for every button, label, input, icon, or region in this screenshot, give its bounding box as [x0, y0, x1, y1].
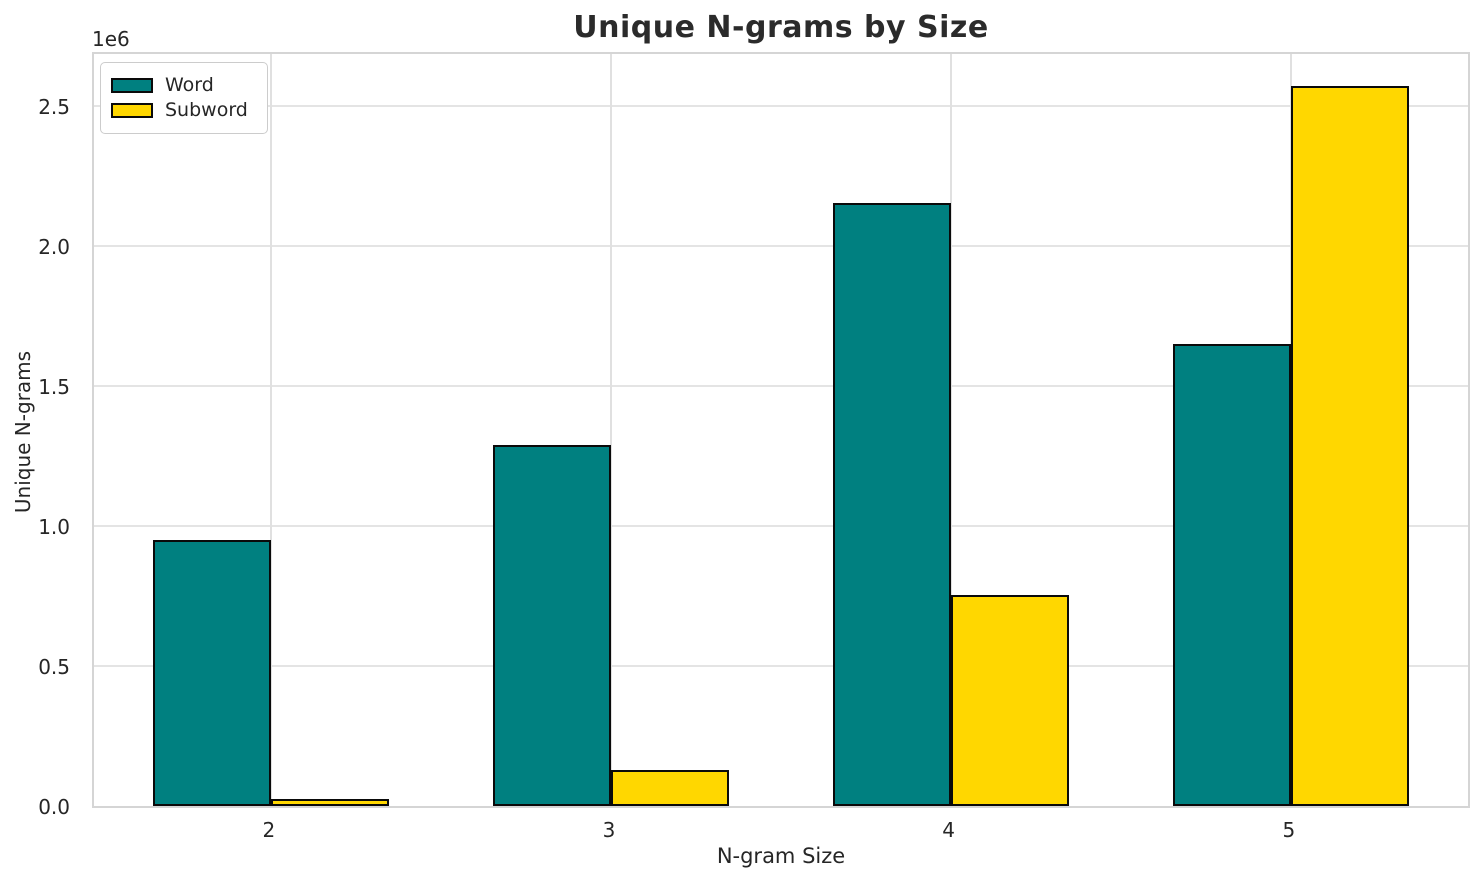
- bar-subword-ngram-3: [611, 769, 730, 806]
- y-tick-label: 2.5: [38, 95, 70, 119]
- legend-swatch-icon: [111, 77, 153, 93]
- y-axis-label: Unique N-grams: [11, 350, 35, 514]
- y-tick-label: 2.0: [38, 235, 70, 259]
- legend-item-subword: Subword: [111, 99, 255, 121]
- y-axis-offset-text: 1e6: [92, 27, 130, 51]
- x-tick-label: 4: [942, 818, 955, 842]
- plot-area: [92, 52, 1470, 808]
- legend-item-word: Word: [111, 74, 255, 96]
- gridline-vertical: [610, 54, 613, 806]
- bar-subword-ngram-4: [950, 594, 1069, 806]
- bar-word-ngram-3: [493, 444, 612, 806]
- y-tick-label: 1.5: [38, 375, 70, 399]
- gridline-vertical: [949, 54, 952, 806]
- bar-word-ngram-4: [832, 202, 951, 806]
- x-tick-label: 5: [1282, 818, 1296, 842]
- x-axis-label: N-gram Size: [716, 844, 846, 868]
- gridline-horizontal: [94, 665, 1468, 667]
- y-tick-label: 0.0: [38, 795, 70, 819]
- gridline-horizontal: [94, 525, 1468, 527]
- bar-word-ngram-2: [152, 540, 271, 806]
- bar-subword-ngram-5: [1290, 86, 1409, 806]
- legend-label: Subword: [165, 99, 248, 121]
- legend-label: Word: [165, 74, 214, 96]
- x-tick-label: 3: [602, 818, 616, 842]
- gridline-horizontal: [94, 105, 1468, 107]
- gridline-horizontal: [94, 385, 1468, 387]
- bar-subword-ngram-2: [270, 799, 389, 806]
- legend-swatch-icon: [111, 102, 153, 118]
- y-tick-label: 1.0: [38, 515, 70, 539]
- chart-title: Unique N-grams by Size: [573, 10, 989, 45]
- legend: Word Subword: [100, 62, 268, 134]
- x-tick-label: 2: [262, 818, 276, 842]
- gridline-vertical: [269, 54, 272, 806]
- y-tick-label: 0.5: [38, 655, 70, 679]
- bar-word-ngram-5: [1172, 344, 1291, 806]
- gridline-horizontal: [94, 245, 1468, 247]
